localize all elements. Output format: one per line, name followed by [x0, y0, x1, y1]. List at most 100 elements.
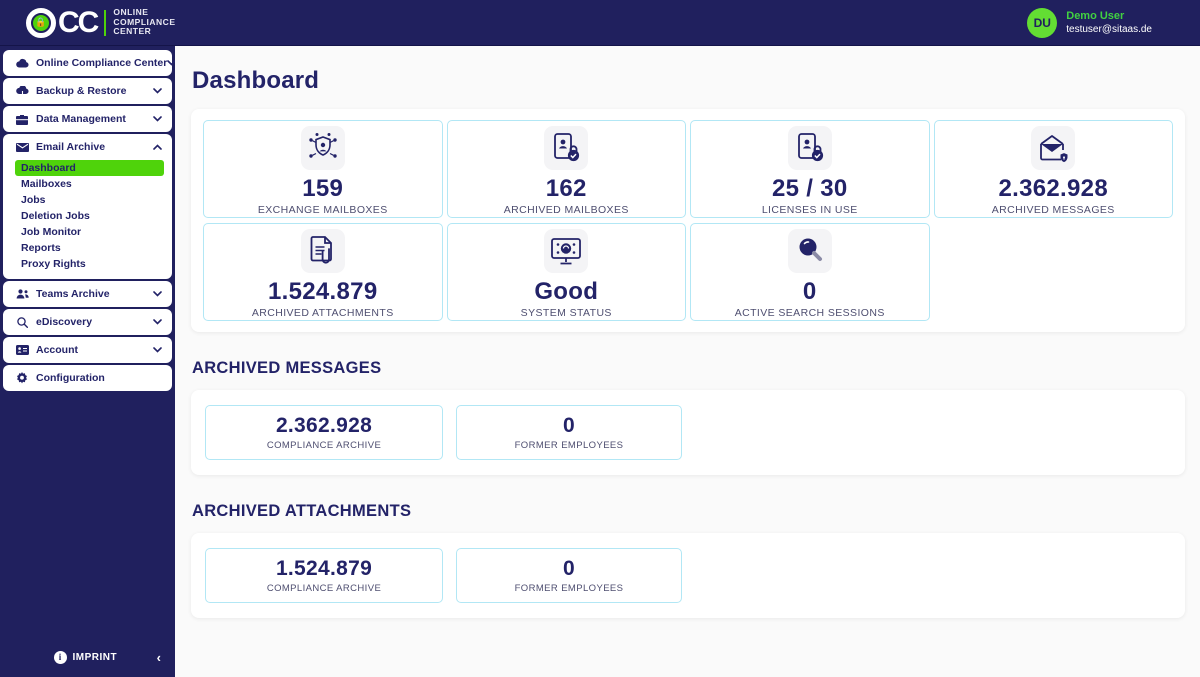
- cloud-icon: [15, 56, 29, 70]
- submenu-item-deletion-jobs[interactable]: Deletion Jobs: [21, 210, 90, 222]
- stat-card-exchange-mailboxes: 159 EXCHANGE MAILBOXES: [203, 120, 443, 218]
- mailbox-lock-icon: [787, 125, 832, 170]
- attachment-icon: [300, 228, 345, 273]
- sidebar-collapse-button[interactable]: ‹: [156, 649, 161, 665]
- stats-empty-cell: [934, 223, 1174, 321]
- briefcase-icon: [15, 112, 29, 126]
- avatar[interactable]: DU: [1027, 7, 1058, 38]
- chevron-down-icon: [152, 345, 162, 355]
- mini-card-compliance-archive: 2.362.928 COMPLIANCE ARCHIVE: [205, 405, 443, 460]
- sidebar-item-label: Configuration: [36, 372, 105, 384]
- section-heading-archived-messages: ARCHIVED MESSAGES: [192, 359, 382, 377]
- user-info: Demo User testuser@sitaas.de: [1066, 10, 1152, 35]
- imprint-label: IMPRINT: [72, 651, 118, 663]
- page-title: Dashboard: [192, 67, 320, 94]
- stat-label: LICENSES IN USE: [761, 204, 858, 217]
- stat-card-archived-attachments: 1.524.879 ARCHIVED ATTACHMENTS: [203, 223, 443, 321]
- stat-card-archived-messages: 2.362.928 ARCHIVED MESSAGES: [933, 120, 1173, 218]
- stat-value: 2.362.928: [998, 174, 1108, 202]
- user-email: testuser@sitaas.de: [1066, 24, 1152, 35]
- sidebar-item-email-archive-header[interactable]: Email Archive: [3, 134, 172, 160]
- stat-label: ARCHIVED ATTACHMENTS: [251, 307, 394, 320]
- mini-card-compliance-archive: 1.524.879 COMPLIANCE ARCHIVE: [205, 548, 443, 603]
- submenu-item-proxy-rights[interactable]: Proxy Rights: [21, 258, 86, 270]
- cloud-download-icon: [15, 84, 29, 98]
- stat-value: 162: [545, 174, 587, 202]
- mailbox-lock-icon: [544, 125, 589, 170]
- info-icon: i: [53, 650, 67, 664]
- shield-user-icon: [300, 125, 345, 170]
- sidebar-footer: i IMPRINT ‹: [0, 637, 175, 677]
- stat-card-archived-mailboxes: 162 ARCHIVED MAILBOXES: [446, 120, 686, 218]
- submenu-item-reports[interactable]: Reports: [21, 242, 61, 254]
- lock-icon: 🔒: [33, 14, 49, 31]
- mini-card-value: 0: [563, 557, 575, 581]
- magnifier-icon: [787, 228, 832, 273]
- stats-panel: 159 EXCHANGE MAILBOXES 162 ARCHIVED MAIL…: [191, 109, 1185, 332]
- logo-line3: CENTER: [113, 26, 152, 37]
- mini-card-former-employees: 0 FORMER EMPLOYEES: [456, 405, 682, 460]
- stat-value: Good: [534, 277, 599, 305]
- logo-line1: ONLINE: [113, 6, 149, 17]
- email-archive-submenu: Dashboard Mailboxes Jobs Deletion Jobs J…: [3, 160, 172, 279]
- sidebar-item-data-management[interactable]: Data Management: [3, 106, 172, 132]
- stat-value: 159: [302, 174, 344, 202]
- gear-icon: [15, 371, 29, 385]
- chevron-down-icon: [152, 114, 162, 124]
- chevron-up-icon: [152, 142, 162, 152]
- chevron-down-icon: [152, 86, 162, 96]
- sidebar-item-label: Backup & Restore: [36, 85, 127, 97]
- sidebar-item-label: Data Management: [36, 113, 126, 125]
- mini-card-value: 0: [563, 414, 575, 438]
- chevron-down-icon: [152, 289, 162, 299]
- sidebar-item-backup-restore[interactable]: Backup & Restore: [3, 78, 172, 104]
- chevron-down-icon: [167, 58, 175, 68]
- main-content: Dashboard 159 EXCHANGE MAILBOXES: [175, 46, 1200, 677]
- submenu-item-job-monitor[interactable]: Job Monitor: [21, 226, 82, 238]
- stat-label: ARCHIVED MESSAGES: [991, 204, 1115, 217]
- chevron-down-icon: [152, 317, 162, 327]
- sidebar-item-configuration[interactable]: Configuration: [3, 365, 172, 391]
- submenu-item-dashboard[interactable]: Dashboard: [15, 160, 164, 176]
- stat-card-licenses-in-use: 25 / 30 LICENSES IN USE: [690, 120, 930, 218]
- section-heading-archived-attachments: ARCHIVED ATTACHMENTS: [192, 502, 412, 520]
- mini-card-label: FORMER EMPLOYEES: [514, 439, 624, 451]
- envelope-icon: [15, 140, 29, 154]
- sidebar-item-label: Email Archive: [36, 141, 106, 153]
- mini-card-label: COMPLIANCE ARCHIVE: [266, 582, 382, 594]
- stat-label: ACTIVE SEARCH SESSIONS: [734, 307, 885, 320]
- sidebar-item-account[interactable]: Account: [3, 337, 172, 363]
- top-bar: 🔒 CC ONLINE COMPLIANCE CENTER DU Demo Us…: [0, 0, 1200, 46]
- stat-card-system-status: Good SYSTEM STATUS: [446, 223, 686, 321]
- search-icon: [15, 315, 29, 329]
- mini-card-label: FORMER EMPLOYEES: [514, 582, 624, 594]
- logo-divider: [104, 9, 107, 36]
- sidebar-item-teams-archive[interactable]: Teams Archive: [3, 281, 172, 307]
- stat-label: EXCHANGE MAILBOXES: [257, 204, 388, 217]
- stat-value: 1.524.879: [268, 277, 378, 305]
- user-menu[interactable]: DU Demo User testuser@sitaas.de: [1027, 7, 1200, 38]
- logo-line2: COMPLIANCE: [113, 16, 176, 27]
- archived-attachments-panel: 1.524.879 COMPLIANCE ARCHIVE 0 FORMER EM…: [191, 533, 1185, 618]
- sidebar-item-ediscovery[interactable]: eDiscovery: [3, 309, 172, 335]
- users-icon: [15, 287, 29, 301]
- logo-cc-text: CC: [58, 5, 99, 39]
- stat-value: 0: [802, 277, 817, 305]
- id-card-icon: [15, 343, 29, 357]
- submenu-item-jobs[interactable]: Jobs: [21, 194, 46, 206]
- mini-card-value: 2.362.928: [275, 414, 373, 438]
- imprint-link[interactable]: i IMPRINT: [14, 650, 157, 664]
- sidebar-item-online-compliance-center[interactable]: Online Compliance Center: [3, 50, 175, 76]
- sidebar-item-email-archive: Email Archive Dashboard Mailboxes Jobs D…: [3, 134, 172, 279]
- user-name: Demo User: [1066, 10, 1125, 22]
- stat-label: SYSTEM STATUS: [520, 307, 612, 320]
- stat-card-active-search-sessions: 0 ACTIVE SEARCH SESSIONS: [690, 223, 930, 321]
- mini-card-former-employees: 0 FORMER EMPLOYEES: [456, 548, 682, 603]
- mini-card-label: COMPLIANCE ARCHIVE: [266, 439, 382, 451]
- sidebar-item-label: Account: [36, 344, 78, 356]
- submenu-item-mailboxes[interactable]: Mailboxes: [21, 178, 72, 190]
- archived-messages-panel: 2.362.928 COMPLIANCE ARCHIVE 0 FORMER EM…: [191, 390, 1185, 475]
- sidebar-item-label: Teams Archive: [36, 288, 110, 300]
- stat-value: 25 / 30: [772, 174, 848, 202]
- sidebar-item-label: Online Compliance Center: [36, 57, 168, 69]
